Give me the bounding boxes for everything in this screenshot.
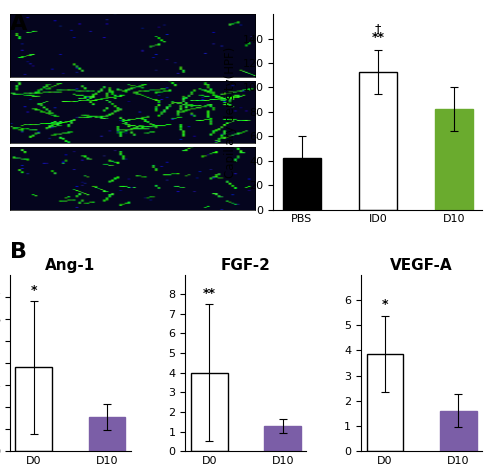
Bar bbox=[440, 411, 477, 451]
Text: *: * bbox=[30, 284, 37, 297]
Text: †: † bbox=[375, 22, 381, 35]
Bar bbox=[283, 158, 321, 209]
Y-axis label: Capillary density(HPF): Capillary density(HPF) bbox=[224, 46, 237, 178]
Title: FGF-2: FGF-2 bbox=[221, 258, 271, 274]
Text: *: * bbox=[382, 298, 388, 311]
Text: A: A bbox=[10, 14, 27, 34]
Bar bbox=[89, 417, 125, 451]
Text: B: B bbox=[10, 242, 27, 262]
Bar bbox=[367, 354, 403, 451]
Bar bbox=[359, 72, 397, 209]
Text: **: ** bbox=[371, 30, 384, 44]
Bar bbox=[264, 426, 301, 451]
Bar bbox=[15, 367, 52, 451]
Title: Ang-1: Ang-1 bbox=[45, 258, 95, 274]
Bar bbox=[435, 109, 473, 209]
Title: VEGF-A: VEGF-A bbox=[390, 258, 453, 274]
Text: **: ** bbox=[203, 287, 216, 300]
Bar bbox=[191, 373, 227, 451]
